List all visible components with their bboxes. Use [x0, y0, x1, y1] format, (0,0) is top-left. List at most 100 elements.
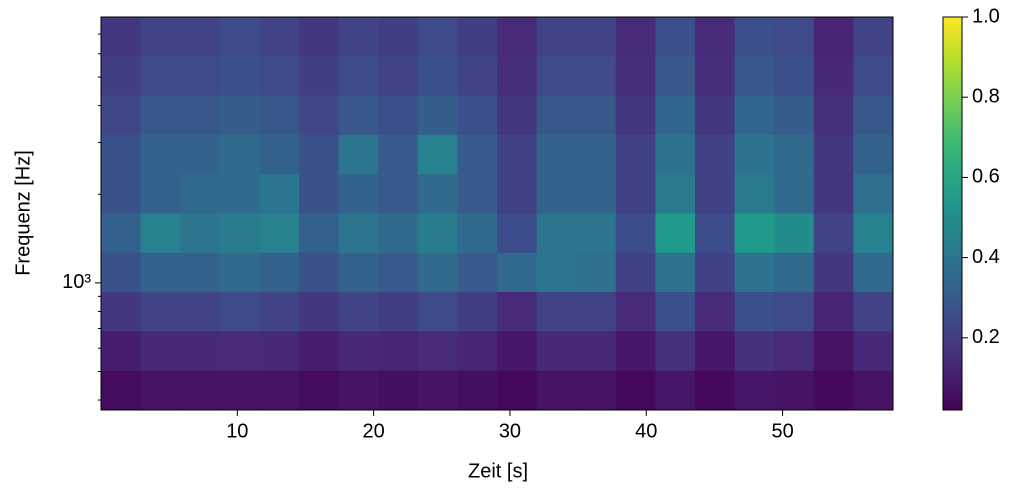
heatmap-cell: [417, 252, 458, 293]
heatmap-cell: [299, 134, 340, 175]
heatmap-cell: [576, 17, 617, 57]
heatmap-cell: [378, 370, 419, 411]
heatmap-cell: [219, 134, 260, 175]
heatmap-cell: [615, 213, 656, 254]
heatmap-cell: [259, 174, 300, 214]
heatmap-cell: [655, 213, 696, 254]
heatmap-cell: [853, 252, 894, 293]
heatmap-cell: [417, 56, 458, 97]
heatmap-cell: [219, 174, 260, 214]
heatmap-cell: [734, 56, 775, 97]
heatmap-cell: [299, 213, 340, 254]
heatmap-cell: [695, 370, 736, 411]
heatmap-cell: [219, 95, 260, 136]
heatmap-cell: [259, 95, 300, 136]
y-axis-label: Frequenz [Hz]: [12, 150, 34, 276]
heatmap-cell: [695, 17, 736, 57]
heatmap-cell: [813, 56, 854, 97]
heatmap-cell: [219, 17, 260, 57]
heatmap-cell: [180, 252, 221, 293]
heatmap-cell: [734, 292, 775, 332]
heatmap-cell: [259, 213, 300, 254]
heatmap-cell: [378, 17, 419, 57]
heatmap-cell: [417, 292, 458, 332]
heatmap-cell: [101, 95, 142, 136]
heatmap-cell: [101, 252, 142, 293]
heatmap-cell: [576, 56, 617, 97]
heatmap-cell: [140, 174, 181, 214]
heatmap-cell: [338, 95, 379, 136]
heatmap-cell: [853, 134, 894, 175]
heatmap-cell: [695, 134, 736, 175]
x-tick-label: 30: [499, 420, 521, 442]
heatmap-cell: [378, 213, 419, 254]
heatmap-cell: [259, 56, 300, 97]
heatmap-cell: [378, 56, 419, 97]
heatmap-cell: [576, 174, 617, 214]
heatmap-cell: [655, 331, 696, 372]
heatmap-cell: [813, 370, 854, 411]
heatmap-cell: [219, 252, 260, 293]
heatmap-cell: [734, 252, 775, 293]
heatmap-cell: [774, 252, 815, 293]
heatmap-cell: [536, 17, 577, 57]
heatmap-cell: [695, 56, 736, 97]
heatmap-cell: [695, 213, 736, 254]
heatmap-cell: [259, 134, 300, 175]
heatmap-cell: [299, 331, 340, 372]
heatmap-cell: [180, 95, 221, 136]
heatmap-cell: [180, 370, 221, 411]
heatmap-cell: [655, 56, 696, 97]
heatmap-cell: [853, 213, 894, 254]
heatmap-cell: [813, 252, 854, 293]
heatmap-cell: [299, 370, 340, 411]
heatmap-cell: [378, 95, 419, 136]
heatmap-cell: [140, 292, 181, 332]
heatmap-cell: [576, 134, 617, 175]
heatmap-cell: [457, 370, 498, 411]
heatmap-cell: [813, 134, 854, 175]
heatmap-cell: [813, 331, 854, 372]
heatmap-cell: [655, 95, 696, 136]
heatmap-cell: [853, 331, 894, 372]
heatmap-cell: [655, 370, 696, 411]
heatmap-cell: [615, 134, 656, 175]
heatmap-cell: [457, 252, 498, 293]
heatmap-cell: [457, 56, 498, 97]
heatmap-cell: [576, 213, 617, 254]
heatmap-cell: [813, 213, 854, 254]
heatmap-cell: [536, 95, 577, 136]
heatmap-cell: [536, 134, 577, 175]
heatmap-cell: [378, 134, 419, 175]
heatmap-cell: [655, 174, 696, 214]
heatmap-cell: [576, 331, 617, 372]
heatmap-cell: [378, 252, 419, 293]
heatmap-cell: [180, 292, 221, 332]
x-tick-label: 20: [363, 420, 385, 442]
heatmap-cell: [299, 292, 340, 332]
heatmap-cell: [457, 331, 498, 372]
x-tick-label: 40: [635, 420, 657, 442]
heatmap-cell: [853, 174, 894, 214]
heatmap-cell: [180, 331, 221, 372]
heatmap-cell: [536, 213, 577, 254]
colorbar: [942, 16, 963, 411]
heatmap-cell: [101, 331, 142, 372]
heatmap-cell: [378, 331, 419, 372]
heatmap-cell: [734, 370, 775, 411]
heatmap-cell: [101, 174, 142, 214]
heatmap-cell: [259, 331, 300, 372]
heatmap-cell: [853, 292, 894, 332]
heatmap-cell: [101, 56, 142, 97]
heatmap-cell: [774, 17, 815, 57]
heatmap-cell: [497, 17, 538, 57]
heatmap-cell: [695, 331, 736, 372]
heatmap-cell: [497, 56, 538, 97]
heatmap-cell: [695, 252, 736, 293]
heatmap-cell: [536, 292, 577, 332]
colorbar-tick-label: 1.0: [972, 5, 1000, 27]
heatmap-cell: [615, 56, 656, 97]
heatmap-cell: [219, 56, 260, 97]
heatmap-cell: [457, 292, 498, 332]
heatmap-cell: [615, 95, 656, 136]
